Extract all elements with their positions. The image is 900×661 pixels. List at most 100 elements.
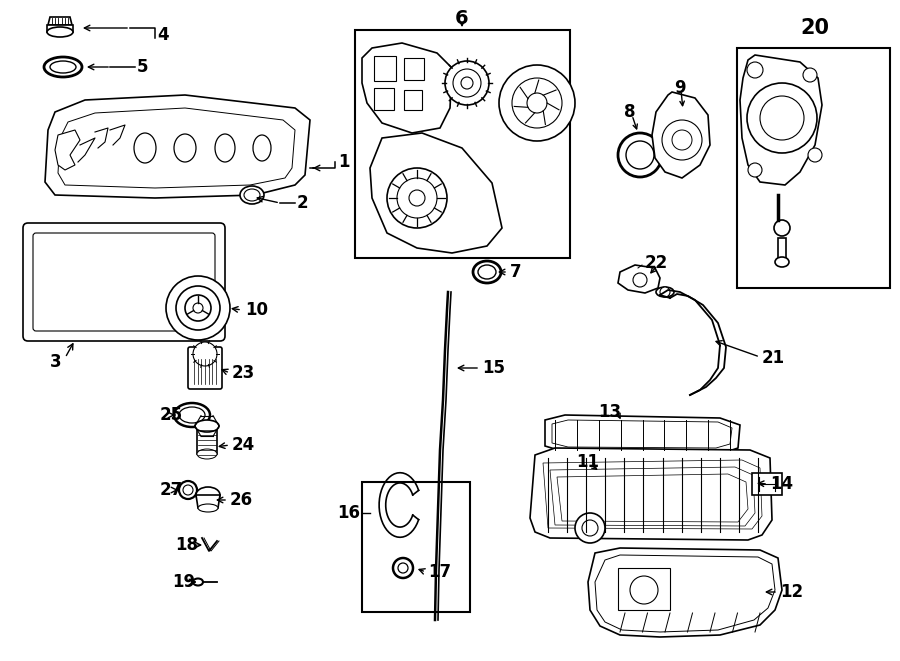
Text: 14: 14 [770,475,793,493]
Polygon shape [370,133,502,253]
Circle shape [748,163,762,177]
Polygon shape [545,415,740,454]
Circle shape [527,93,547,113]
Ellipse shape [44,57,82,77]
Circle shape [747,62,763,78]
Text: 10: 10 [245,301,268,319]
Circle shape [179,481,197,499]
Circle shape [633,273,647,287]
Ellipse shape [174,134,196,162]
Circle shape [193,303,203,313]
Polygon shape [652,92,710,178]
Circle shape [398,563,408,573]
Ellipse shape [197,449,217,459]
Polygon shape [618,265,660,293]
Bar [197,426,217,454]
Bar [618,568,670,610]
Text: 24: 24 [232,436,256,454]
Text: 20: 20 [800,18,830,38]
Circle shape [512,78,562,128]
Text: 22: 22 [644,254,668,272]
Ellipse shape [193,578,203,586]
Bar [374,88,394,110]
Bar [355,30,570,258]
Circle shape [808,148,822,162]
Ellipse shape [174,403,210,427]
Polygon shape [48,17,72,25]
Ellipse shape [478,265,496,279]
Circle shape [747,83,817,153]
Polygon shape [362,43,452,133]
Text: 2: 2 [297,194,309,212]
Circle shape [166,276,230,340]
FancyBboxPatch shape [188,347,222,389]
Ellipse shape [196,487,220,503]
Circle shape [630,576,658,604]
Circle shape [582,520,598,536]
Text: 5: 5 [137,58,148,76]
Ellipse shape [775,257,789,267]
Circle shape [461,77,473,89]
Polygon shape [45,95,310,198]
Ellipse shape [198,504,218,512]
Text: 7: 7 [510,263,522,281]
Text: 27: 27 [160,481,184,499]
Circle shape [575,513,605,543]
Text: 15: 15 [482,359,505,377]
Text: 21: 21 [762,349,785,367]
Ellipse shape [47,27,73,37]
Text: 23: 23 [232,364,256,382]
Text: 18: 18 [175,536,198,554]
Polygon shape [47,25,73,32]
Circle shape [662,120,702,160]
Circle shape [409,190,425,206]
Bar [778,238,786,260]
Circle shape [672,130,692,150]
Bar [362,482,470,612]
Ellipse shape [656,287,674,297]
Polygon shape [530,448,772,540]
Circle shape [183,485,193,495]
Text: 19: 19 [172,573,195,591]
Text: 16: 16 [337,504,360,522]
Circle shape [618,133,662,177]
Polygon shape [55,130,80,170]
Circle shape [453,69,481,97]
Text: 12: 12 [780,583,803,601]
Circle shape [660,287,670,297]
Ellipse shape [134,133,156,163]
FancyBboxPatch shape [23,223,225,341]
Text: 25: 25 [160,406,183,424]
Circle shape [193,342,217,366]
Circle shape [393,558,413,578]
Circle shape [803,68,817,82]
Text: 26: 26 [230,491,253,509]
Ellipse shape [215,134,235,162]
Circle shape [185,295,211,321]
Text: 6: 6 [455,9,469,28]
Ellipse shape [179,407,205,423]
Bar [404,90,422,110]
Text: 11: 11 [576,453,599,471]
Ellipse shape [244,189,260,201]
Bar [374,56,396,81]
Ellipse shape [473,261,501,283]
Polygon shape [588,548,782,637]
Ellipse shape [195,420,219,432]
Circle shape [626,141,654,169]
Circle shape [387,168,447,228]
Text: 13: 13 [598,403,622,421]
Text: 17: 17 [428,563,451,581]
Bar [752,473,782,495]
Ellipse shape [240,186,264,204]
Text: 3: 3 [50,353,61,371]
Circle shape [499,65,575,141]
Polygon shape [196,495,220,508]
Circle shape [760,96,804,140]
Circle shape [445,61,489,105]
Text: 4: 4 [157,26,168,44]
Circle shape [397,178,437,218]
Ellipse shape [50,61,76,73]
Text: 9: 9 [674,79,686,97]
Ellipse shape [253,135,271,161]
